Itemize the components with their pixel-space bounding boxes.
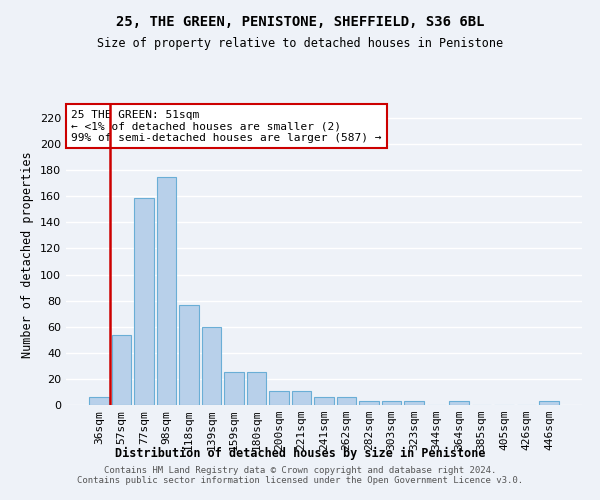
Bar — [404, 401, 424, 405]
Bar — [292, 390, 311, 405]
Bar — [359, 401, 379, 405]
Bar — [247, 372, 266, 405]
Text: Distribution of detached houses by size in Penistone: Distribution of detached houses by size … — [115, 446, 485, 460]
Bar — [539, 401, 559, 405]
Bar — [112, 334, 131, 405]
Bar — [314, 397, 334, 405]
Text: Contains HM Land Registry data © Crown copyright and database right 2024.
Contai: Contains HM Land Registry data © Crown c… — [77, 466, 523, 485]
Y-axis label: Number of detached properties: Number of detached properties — [22, 152, 34, 358]
Bar — [179, 304, 199, 405]
Text: 25 THE GREEN: 51sqm
← <1% of detached houses are smaller (2)
99% of semi-detache: 25 THE GREEN: 51sqm ← <1% of detached ho… — [71, 110, 382, 142]
Bar — [157, 176, 176, 405]
Bar — [224, 372, 244, 405]
Text: 25, THE GREEN, PENISTONE, SHEFFIELD, S36 6BL: 25, THE GREEN, PENISTONE, SHEFFIELD, S36… — [116, 15, 484, 29]
Bar — [269, 390, 289, 405]
Bar — [202, 326, 221, 405]
Text: Size of property relative to detached houses in Penistone: Size of property relative to detached ho… — [97, 38, 503, 51]
Bar — [134, 198, 154, 405]
Bar — [382, 401, 401, 405]
Bar — [449, 401, 469, 405]
Bar — [337, 397, 356, 405]
Bar — [89, 397, 109, 405]
